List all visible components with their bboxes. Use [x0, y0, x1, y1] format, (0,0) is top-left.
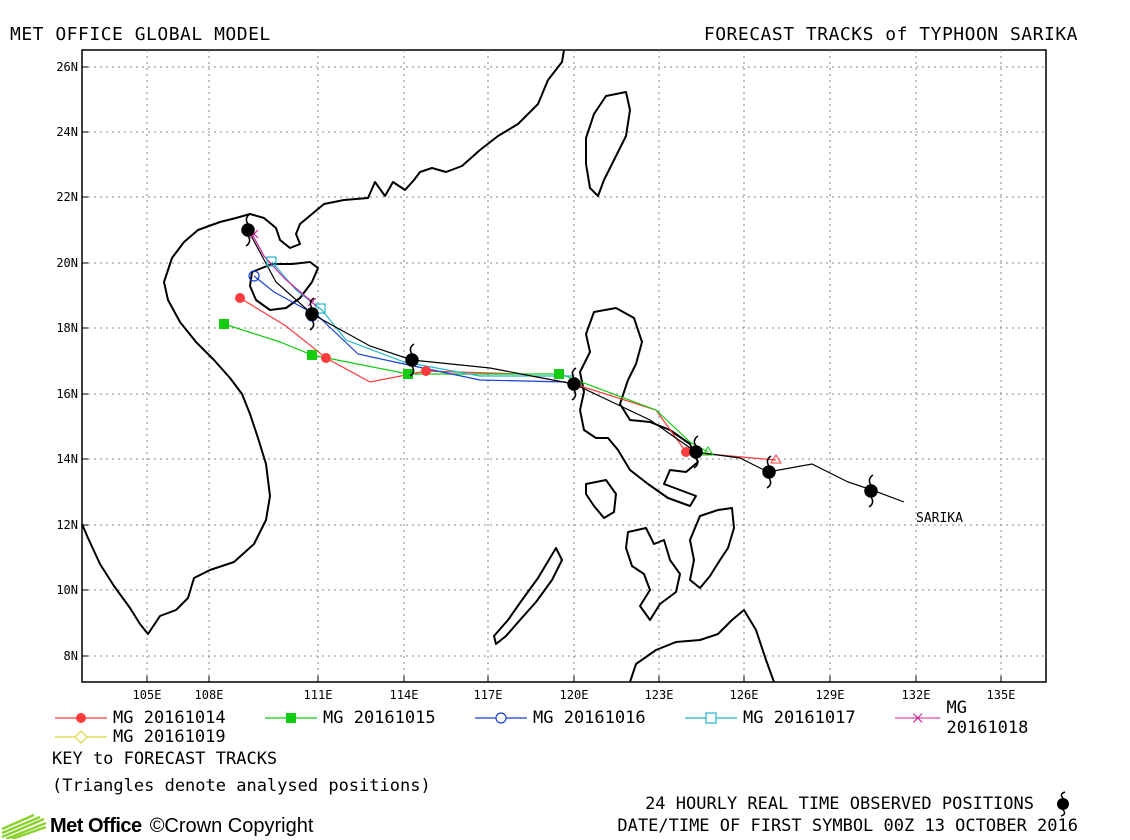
copyright: ©Crown Copyright [149, 814, 314, 837]
lat-label: 8N [64, 649, 78, 663]
typhoon-icon [567, 367, 581, 401]
left-title: MET OFFICE GLOBAL MODEL [10, 24, 271, 45]
lon-label: 111E [304, 688, 333, 702]
mindoro-coast [585, 479, 617, 519]
mindanao-coast [629, 609, 775, 683]
legend-label: MG 20161018 [946, 698, 1029, 738]
luzon-coast [579, 307, 699, 507]
forecast-tracks [223, 228, 905, 503]
marker-20161015 [403, 369, 413, 379]
right-title: FORECAST TRACKS of TYPHOON SARIKA [703, 24, 1078, 45]
lat-label: 16N [56, 387, 78, 401]
observed-track [247, 229, 905, 503]
palawan-coast [493, 547, 563, 645]
lat-label: 12N [56, 518, 78, 532]
legend-item: MG 20161014 [55, 708, 265, 728]
coastlines [81, 49, 775, 683]
typhoon-icon [864, 474, 878, 508]
legend-label: MG 20161017 [743, 708, 856, 728]
track-20161018 [251, 233, 313, 303]
lat-labels: 26N 24N 22N 20N 18N 16N 14N 12N 10N 8N [56, 60, 78, 663]
map-frame [81, 49, 1047, 683]
lat-label: 10N [56, 583, 78, 597]
legend-label: MG 20161015 [323, 708, 436, 728]
typhoon-icon [405, 343, 419, 377]
taiwan-coast [585, 91, 631, 197]
hainan-coast [249, 261, 319, 311]
typhoon-icon [305, 297, 319, 331]
key-title: KEY to FORECAST TRACKS [52, 749, 278, 769]
lon-label: 126E [730, 688, 759, 702]
legend-item: MG 20161018 [895, 698, 1045, 738]
marker-20161014 [321, 353, 331, 363]
lon-label: 117E [474, 688, 503, 702]
analysed-triangle [770, 454, 782, 464]
lat-label: 24N [56, 125, 78, 139]
samar-coast [689, 507, 735, 589]
legend-item: MG 20161016 [475, 708, 685, 728]
track-20161014 [239, 297, 777, 461]
marker-20161014 [681, 447, 691, 457]
lon-label: 114E [390, 688, 419, 702]
lon-label: 135E [987, 688, 1016, 702]
typhoon-icon [689, 435, 703, 469]
observed-note: 24 HOURLY REAL TIME OBSERVED POSITIONS [645, 794, 1034, 814]
legend-label: MG 20161016 [533, 708, 646, 728]
lat-label: 26N [56, 60, 78, 74]
marker-20161014 [235, 293, 245, 303]
typhoon-icon [762, 455, 776, 489]
track-markers [219, 229, 782, 464]
lon-label: 108E [195, 688, 224, 702]
observed-positions [241, 213, 878, 508]
first-symbol-note: DATE/TIME OF FIRST SYMBOL 00Z 13 OCTOBER… [617, 816, 1078, 836]
marker-20161017 [266, 256, 277, 267]
track-20161017 [271, 261, 574, 377]
marker-20161018 [307, 297, 317, 307]
lat-label: 14N [56, 452, 78, 466]
track-20161016 [253, 275, 567, 383]
lat-label: 18N [56, 321, 78, 335]
met-office-logo-icon [1, 813, 46, 839]
lon-labels: 105E 108E 111E 114E 117E 120E 123E 126E … [133, 688, 1016, 702]
lon-label: 105E [133, 688, 162, 702]
logo-name: Met Office [50, 814, 142, 837]
track-20161015 [223, 323, 709, 453]
marker-20161016 [248, 270, 260, 282]
mainland-coast [81, 49, 565, 635]
legend-item: MG 20161019 [55, 727, 265, 747]
visayas-coast [625, 527, 681, 621]
legend-row-1: MG 20161014 MG 20161015 MG 20161016 MG 2… [55, 698, 1045, 738]
legend-label: MG 20161019 [113, 727, 226, 747]
typhoon-icon [1057, 791, 1069, 817]
marker-20161014 [421, 366, 431, 376]
storm-label: SARIKA [916, 511, 963, 526]
lon-label: 132E [902, 688, 931, 702]
lon-label: 123E [645, 688, 674, 702]
typhoon-icon [241, 213, 255, 247]
marker-20161015 [307, 350, 317, 360]
lon-label: 120E [560, 688, 589, 702]
lon-label: 129E [816, 688, 845, 702]
legend-row-2: MG 20161019 [55, 727, 265, 747]
gridlines [82, 50, 1046, 682]
marker-20161015 [554, 369, 564, 379]
marker-20161015 [219, 319, 229, 329]
observed-note-row: 24 HOURLY REAL TIME OBSERVED POSITIONS [645, 791, 1078, 817]
legend-label: MG 20161014 [113, 708, 226, 728]
analysed-triangle [702, 446, 714, 456]
key-note: (Triangles denote analysed positions) [52, 776, 431, 796]
legend-item: MG 20161015 [265, 708, 475, 728]
lat-label: 22N [56, 190, 78, 204]
legend-item: MG 20161017 [685, 708, 895, 728]
marker-20161017 [315, 303, 326, 314]
met-office-logo: Met Office ©Crown Copyright [0, 812, 313, 840]
lat-label: 20N [56, 256, 78, 270]
tick-marks [82, 66, 1002, 682]
